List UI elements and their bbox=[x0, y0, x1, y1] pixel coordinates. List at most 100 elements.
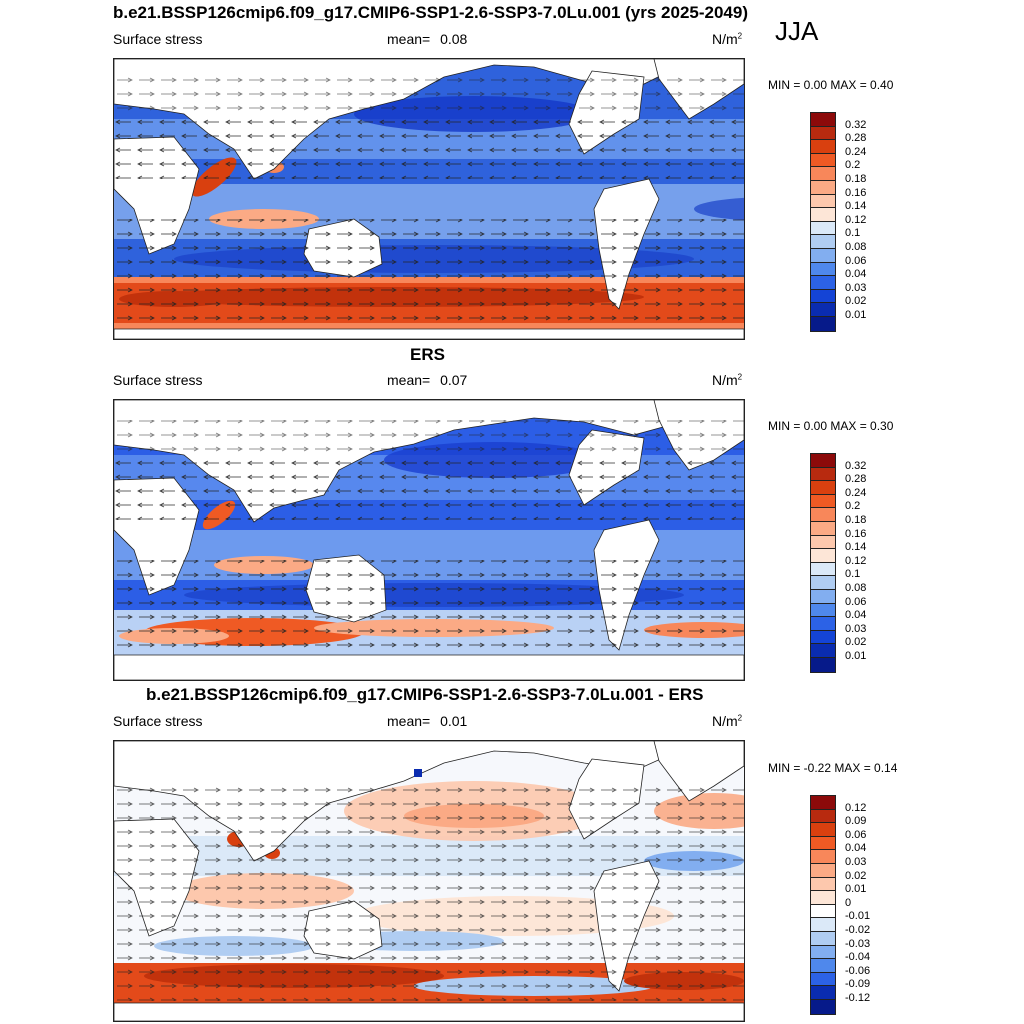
colorbar-swatch bbox=[811, 972, 835, 987]
colorbar-tick-label: 0.03 bbox=[845, 281, 867, 294]
colorbar-tick-label: -0.06 bbox=[845, 964, 871, 977]
colorbar-tick-label: -0.04 bbox=[845, 951, 871, 964]
colorbar-tick-label: 0.04 bbox=[845, 842, 867, 855]
colorbar-swatch bbox=[811, 303, 835, 317]
colorbar-tick-label: 0.08 bbox=[845, 241, 867, 253]
panel-2-map bbox=[113, 399, 745, 681]
colorbar-tick-label: 0.02 bbox=[845, 295, 867, 308]
colorbar-tick-label: 0.12 bbox=[845, 554, 867, 567]
colorbar-tick-label: 0.28 bbox=[845, 473, 867, 486]
panel-3-title: b.e21.BSSP126cmip6.f09_g17.CMIP6-SSP1-2.… bbox=[146, 685, 704, 704]
colorbar-swatch bbox=[811, 959, 835, 973]
panel-1-minmax: MIN = 0.00 MAX = 0.40 bbox=[768, 78, 894, 92]
colorbar-swatch bbox=[811, 167, 835, 181]
colorbar-swatch bbox=[811, 617, 835, 631]
panel-2-title: ERS bbox=[410, 345, 445, 364]
colorbar-tick-label: -0.02 bbox=[845, 924, 871, 936]
colorbar-swatch bbox=[811, 999, 835, 1014]
colorbar-tick-label: 0.14 bbox=[845, 200, 867, 213]
colorbar-tick-label: 0.18 bbox=[845, 514, 867, 526]
colorbar-tick-label: 0.03 bbox=[845, 856, 867, 868]
colorbar-swatch bbox=[811, 918, 835, 932]
colorbar-tick-label: 0.24 bbox=[845, 486, 867, 499]
colorbar-swatch bbox=[811, 603, 835, 618]
panel-3-mean: mean= 0.01 bbox=[387, 713, 467, 729]
panel-3-field-label: Surface stress bbox=[113, 713, 203, 729]
colorbar-tick-label: 0.24 bbox=[845, 145, 867, 158]
colorbar-tick-label: 0.01 bbox=[845, 650, 867, 662]
colorbar-swatch bbox=[811, 208, 835, 222]
colorbar-tick-label: 0.03 bbox=[845, 622, 867, 635]
colorbar-swatch bbox=[811, 454, 835, 468]
colorbar-swatch bbox=[811, 508, 835, 522]
colorbar-swatch bbox=[811, 494, 835, 509]
panel-2-mean-value: 0.07 bbox=[440, 372, 468, 388]
colorbar-tick-label: 0.16 bbox=[845, 527, 867, 540]
colorbar-swatch bbox=[811, 221, 835, 236]
colorbar-swatch bbox=[811, 113, 835, 127]
colorbar-swatch bbox=[811, 194, 835, 209]
colorbar-tick-label: -0.03 bbox=[845, 937, 871, 950]
colorbar-swatch bbox=[811, 467, 835, 482]
panel-3-map bbox=[113, 740, 745, 1022]
colorbar-tick-label: 0.02 bbox=[845, 636, 867, 649]
panel-1-mean-label: mean= bbox=[387, 31, 431, 47]
colorbar-tick-label: 0.32 bbox=[845, 459, 867, 472]
panel-2-minmax: MIN = 0.00 MAX = 0.30 bbox=[768, 419, 894, 433]
panel-3-minmax: MIN = -0.22 MAX = 0.14 bbox=[768, 761, 898, 775]
colorbar-tick-label: 0.06 bbox=[845, 595, 867, 608]
colorbar-swatch bbox=[811, 126, 835, 141]
colorbar-swatch bbox=[811, 836, 835, 851]
colorbar-swatch bbox=[811, 276, 835, 290]
colorbar-swatch bbox=[811, 521, 835, 536]
colorbar-tick-label: 0.09 bbox=[845, 815, 867, 828]
colorbar-tick-label: 0 bbox=[845, 896, 852, 909]
colorbar-swatch bbox=[811, 877, 835, 892]
panel-1-mean: mean= 0.08 bbox=[387, 31, 467, 47]
panel-1-mean-value: 0.08 bbox=[440, 31, 468, 47]
colorbar-tick-label: 0.16 bbox=[845, 186, 867, 199]
colorbar-swatch bbox=[811, 850, 835, 864]
panel-1-title: b.e21.BSSP126cmip6.f09_g17.CMIP6-SSP1-2.… bbox=[113, 3, 749, 22]
colorbar-tick-label: -0.12 bbox=[845, 992, 871, 1004]
colorbar-swatch bbox=[811, 535, 835, 550]
colorbar-swatch bbox=[811, 891, 835, 905]
colorbar-tick-label: 0.1 bbox=[845, 227, 861, 240]
panel-3-colorbar bbox=[810, 795, 836, 1015]
colorbar-tick-label: 0.14 bbox=[845, 541, 867, 554]
colorbar-tick-label: 0.2 bbox=[845, 159, 861, 172]
colorbar-tick-label: 0.06 bbox=[845, 828, 867, 841]
panel-3-mean-value: 0.01 bbox=[440, 713, 468, 729]
panel-2-mean: mean= 0.07 bbox=[387, 372, 467, 388]
colorbar-swatch bbox=[811, 140, 835, 154]
panel-3-units: N/m2 bbox=[712, 713, 743, 729]
panel-1-map bbox=[113, 58, 745, 340]
colorbar-swatch bbox=[811, 630, 835, 645]
colorbar-tick-label: 0.1 bbox=[845, 568, 861, 581]
colorbar-tick-label: 0.2 bbox=[845, 500, 861, 513]
colorbar-swatch bbox=[811, 644, 835, 658]
panel-2-map-svg bbox=[114, 400, 744, 680]
colorbar-tick-label: -0.01 bbox=[845, 910, 871, 923]
colorbar-swatch bbox=[811, 235, 835, 249]
colorbar-swatch bbox=[811, 986, 835, 1000]
colorbar-tick-label: 0.12 bbox=[845, 801, 867, 814]
colorbar-swatch bbox=[811, 809, 835, 824]
panel-1-map-svg bbox=[114, 59, 744, 339]
panel-2-field-label: Surface stress bbox=[113, 372, 203, 388]
panel-1-colorbar bbox=[810, 112, 836, 332]
panel-3-map-svg bbox=[114, 741, 744, 1021]
colorbar-swatch bbox=[811, 904, 835, 919]
colorbar-tick-label: 0.08 bbox=[845, 582, 867, 594]
colorbar-swatch bbox=[811, 481, 835, 495]
colorbar-swatch bbox=[811, 657, 835, 672]
colorbar-tick-label: 0.01 bbox=[845, 883, 867, 896]
colorbar-swatch bbox=[811, 262, 835, 277]
colorbar-swatch bbox=[811, 589, 835, 604]
colorbar-tick-label: 0.28 bbox=[845, 132, 867, 145]
season-label: JJA bbox=[775, 16, 819, 46]
colorbar-swatch bbox=[811, 796, 835, 810]
colorbar-swatch bbox=[811, 248, 835, 263]
colorbar-swatch bbox=[811, 153, 835, 168]
colorbar-tick-label: 0.06 bbox=[845, 254, 867, 267]
